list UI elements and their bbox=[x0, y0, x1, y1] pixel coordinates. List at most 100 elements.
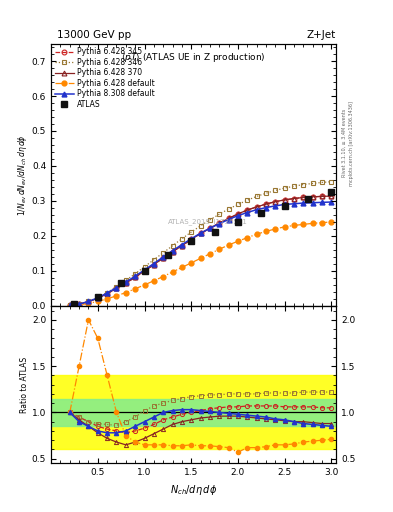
Pythia 6.428 346 bbox=[273, 187, 277, 194]
ATLAS bbox=[95, 294, 100, 300]
Pythia 6.428 345 bbox=[114, 285, 119, 291]
Line: Pythia 6.428 345: Pythia 6.428 345 bbox=[67, 194, 334, 308]
Pythia 6.428 345 bbox=[301, 195, 306, 201]
Line: Pythia 6.428 346: Pythia 6.428 346 bbox=[67, 179, 334, 308]
Pythia 6.428 default bbox=[301, 221, 306, 227]
Text: $\langle pT\rangle$ (ATLAS UE in Z production): $\langle pT\rangle$ (ATLAS UE in Z produ… bbox=[121, 51, 266, 65]
ATLAS bbox=[212, 229, 217, 236]
Pythia 8.308 default bbox=[310, 200, 315, 206]
Pythia 6.428 346 bbox=[123, 278, 128, 284]
Pythia 6.428 default bbox=[264, 228, 268, 234]
Pythia 6.428 default bbox=[161, 273, 165, 280]
Pythia 6.428 370 bbox=[320, 194, 324, 200]
Pythia 8.308 default bbox=[235, 212, 240, 219]
Line: Pythia 8.308 default: Pythia 8.308 default bbox=[67, 200, 334, 308]
Pythia 6.428 default bbox=[95, 298, 100, 305]
Pythia 6.428 370 bbox=[273, 199, 277, 205]
ATLAS bbox=[72, 301, 77, 307]
Pythia 6.428 345 bbox=[133, 274, 138, 280]
Pythia 8.308 default bbox=[68, 302, 72, 308]
Pythia 8.308 default bbox=[189, 236, 194, 242]
Pythia 6.428 345 bbox=[77, 301, 81, 307]
Pythia 6.428 default bbox=[226, 242, 231, 248]
Pythia 8.308 default bbox=[198, 230, 203, 236]
Pythia 6.428 370 bbox=[95, 295, 100, 301]
Pythia 8.308 default bbox=[123, 279, 128, 285]
Pythia 6.428 345 bbox=[254, 204, 259, 210]
Pythia 8.308 default bbox=[180, 242, 184, 248]
Pythia 6.428 370 bbox=[301, 195, 306, 201]
ATLAS bbox=[189, 238, 194, 244]
Pythia 6.428 345 bbox=[161, 255, 165, 261]
Pythia 6.428 346 bbox=[114, 284, 119, 290]
Pythia 6.428 default bbox=[235, 238, 240, 244]
Pythia 6.428 default bbox=[142, 282, 147, 288]
Pythia 6.428 346 bbox=[254, 194, 259, 200]
Pythia 8.308 default bbox=[86, 298, 91, 305]
Pythia 6.428 345 bbox=[170, 249, 175, 255]
Pythia 6.428 default bbox=[329, 219, 334, 225]
Pythia 6.428 346 bbox=[105, 290, 110, 296]
Pythia 6.428 345 bbox=[282, 197, 287, 203]
Pythia 6.428 345 bbox=[68, 302, 72, 308]
Pythia 6.428 346 bbox=[208, 217, 212, 223]
Pythia 6.428 346 bbox=[245, 197, 250, 203]
Pythia 6.428 345 bbox=[86, 298, 91, 305]
Text: ATLAS_2019_I1736531: ATLAS_2019_I1736531 bbox=[168, 219, 248, 225]
Pythia 6.428 346 bbox=[301, 181, 306, 187]
Pythia 6.428 346 bbox=[292, 183, 296, 189]
Pythia 6.428 370 bbox=[310, 194, 315, 200]
Pythia 6.428 345 bbox=[208, 225, 212, 231]
Pythia 6.428 370 bbox=[264, 201, 268, 207]
Pythia 6.428 345 bbox=[329, 193, 334, 199]
Pythia 6.428 345 bbox=[217, 220, 222, 226]
Pythia 6.428 345 bbox=[245, 207, 250, 213]
Line: Pythia 6.428 370: Pythia 6.428 370 bbox=[67, 194, 334, 308]
Pythia 6.428 default bbox=[273, 226, 277, 232]
Pythia 6.428 370 bbox=[114, 285, 119, 291]
Pythia 8.308 default bbox=[245, 209, 250, 216]
Pythia 6.428 370 bbox=[198, 230, 203, 237]
Pythia 8.308 default bbox=[133, 273, 138, 279]
Pythia 6.428 370 bbox=[77, 301, 81, 307]
ATLAS bbox=[119, 280, 123, 286]
Pythia 6.428 default bbox=[320, 220, 324, 226]
Pythia 6.428 345 bbox=[123, 280, 128, 286]
Pythia 6.428 default bbox=[292, 222, 296, 228]
Pythia 8.308 default bbox=[301, 200, 306, 206]
Pythia 8.308 default bbox=[320, 199, 324, 205]
Pythia 6.428 346 bbox=[320, 179, 324, 185]
ATLAS bbox=[306, 196, 310, 202]
Pythia 6.428 346 bbox=[310, 180, 315, 186]
Pythia 6.428 370 bbox=[208, 225, 212, 231]
Pythia 6.428 346 bbox=[151, 257, 156, 263]
Pythia 6.428 370 bbox=[226, 216, 231, 222]
Pythia 6.428 370 bbox=[217, 220, 222, 226]
Pythia 6.428 345 bbox=[198, 230, 203, 237]
ATLAS bbox=[235, 219, 240, 225]
Pythia 6.428 345 bbox=[235, 211, 240, 217]
Pythia 6.428 370 bbox=[254, 204, 259, 210]
Pythia 8.308 default bbox=[161, 254, 165, 260]
Pythia 6.428 346 bbox=[161, 250, 165, 256]
Text: Rivet 3.1.10, ≥ 3.4M events: Rivet 3.1.10, ≥ 3.4M events bbox=[342, 109, 346, 178]
Pythia 6.428 346 bbox=[217, 211, 222, 217]
Pythia 6.428 default bbox=[189, 260, 194, 266]
Pythia 6.428 346 bbox=[86, 298, 91, 305]
Pythia 6.428 370 bbox=[235, 211, 240, 217]
Pythia 6.428 346 bbox=[264, 190, 268, 196]
Text: mcplots.cern.ch [arXiv:1306.3436]: mcplots.cern.ch [arXiv:1306.3436] bbox=[349, 101, 354, 186]
Pythia 6.428 345 bbox=[180, 243, 184, 249]
Pythia 8.308 default bbox=[226, 217, 231, 223]
Pythia 6.428 370 bbox=[282, 197, 287, 203]
Pythia 8.308 default bbox=[264, 204, 268, 210]
Pythia 6.428 346 bbox=[329, 179, 334, 185]
Pythia 8.308 default bbox=[292, 201, 296, 207]
Pythia 6.428 345 bbox=[151, 262, 156, 268]
Text: 13000 GeV pp: 13000 GeV pp bbox=[57, 30, 131, 40]
Pythia 6.428 346 bbox=[170, 243, 175, 249]
Pythia 6.428 default bbox=[68, 303, 72, 309]
Pythia 6.428 default bbox=[245, 234, 250, 241]
Pythia 6.428 346 bbox=[198, 223, 203, 229]
Pythia 6.428 370 bbox=[292, 196, 296, 202]
